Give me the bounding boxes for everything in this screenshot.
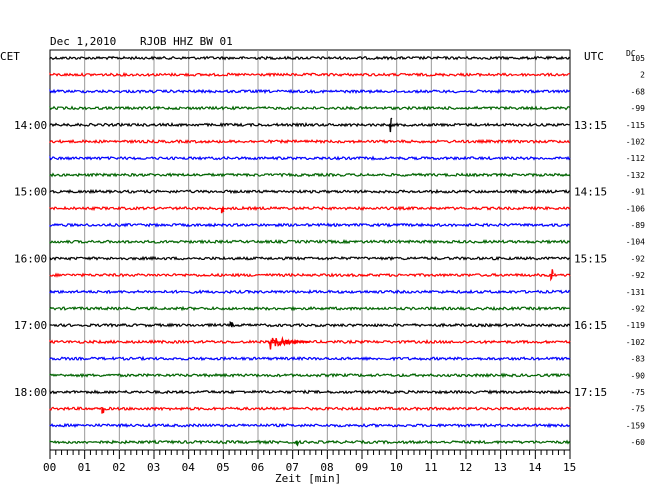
grid-lines — [49, 49, 571, 451]
x-tick-label: 06 — [251, 461, 264, 474]
x-tick-label: 13 — [494, 461, 507, 474]
dc-offset-label: -115 — [626, 121, 645, 130]
trace-row-0 — [49, 55, 571, 61]
dc-offset-label: -119 — [626, 321, 645, 330]
trace-row-4 — [49, 122, 571, 128]
dc-offset-label: -159 — [626, 421, 645, 430]
dc-offset-label: -90 — [631, 371, 646, 380]
trace-row-21 — [49, 405, 571, 412]
trace-row-18 — [49, 355, 571, 362]
left-hour-label: 15:00 — [14, 186, 47, 199]
seismic-traces — [49, 55, 571, 447]
dc-offset-label: -68 — [631, 87, 646, 96]
x-tick-label: 04 — [182, 461, 196, 474]
x-tick-label: 10 — [390, 461, 403, 474]
event-0 — [389, 117, 393, 133]
trace-row-11 — [49, 238, 571, 245]
trace-row-14 — [49, 288, 571, 295]
event-3 — [229, 320, 234, 328]
dc-offset-label: -106 — [626, 204, 645, 213]
x-tick-label: 08 — [320, 461, 333, 474]
dc-offset-label: -112 — [626, 154, 645, 163]
x-axis: 00 01 02 03 04 05 06 07 08 09 10 11 12 13 14 15 — [43, 450, 576, 474]
dc-offset-label: -60 — [631, 438, 646, 447]
left-hour-label: 18:00 — [14, 386, 47, 399]
event-1 — [220, 206, 225, 214]
dc-offset-label: -131 — [626, 288, 645, 297]
dc-offset-label: -75 — [631, 405, 646, 414]
dc-offset-label: -83 — [631, 355, 646, 364]
right-hour-label: 16:15 — [574, 319, 607, 332]
trace-row-17 — [49, 339, 571, 345]
x-tick-label: 12 — [459, 461, 472, 474]
trace-row-8 — [49, 188, 571, 195]
dc-offset-label: -75 — [631, 388, 646, 397]
left-hour-label: 14:00 — [14, 119, 47, 132]
right-hour-label: 14:15 — [574, 186, 607, 199]
x-tick-label: 11 — [424, 461, 437, 474]
trace-row-5 — [49, 138, 571, 145]
dc-offset-label: -92 — [631, 254, 646, 263]
trace-row-19 — [49, 372, 571, 379]
left-hour-labels: 14:00 15:00 16:00 17:00 18:00 — [14, 119, 47, 399]
dc-offset-label: 105 — [631, 54, 646, 63]
x-tick-label: 05 — [216, 461, 229, 474]
dc-offset-label: -92 — [631, 305, 646, 314]
dc-offset-label: -91 — [631, 188, 646, 197]
x-tick-label: 00 — [43, 461, 56, 474]
trace-row-1 — [49, 71, 571, 78]
x-tick-label: 07 — [286, 461, 299, 474]
dc-offset-label: -102 — [626, 338, 645, 347]
dc-offset-label: 2 — [640, 71, 645, 80]
dc-offset-label: -92 — [631, 271, 646, 280]
trace-row-13 — [49, 272, 571, 278]
right-hour-label: 17:15 — [574, 386, 607, 399]
x-axis-label: Zeit [min] — [275, 472, 341, 485]
x-tick-label: 03 — [147, 461, 160, 474]
x-tick-label: 02 — [112, 461, 125, 474]
x-tick-label: 01 — [78, 461, 91, 474]
right-hour-label: 13:15 — [574, 119, 607, 132]
event-4 — [267, 335, 310, 350]
trace-row-20 — [49, 389, 571, 395]
dc-offset-label: -89 — [631, 221, 646, 230]
x-tick-label: 14 — [528, 461, 542, 474]
trace-row-15 — [49, 305, 571, 312]
trace-row-10 — [49, 222, 570, 228]
right-hour-label: 15:15 — [574, 252, 607, 265]
trace-row-9 — [49, 205, 571, 212]
trace-row-2 — [49, 88, 571, 95]
x-tick-label: 15 — [563, 461, 576, 474]
dc-offset-label: -102 — [626, 138, 645, 147]
chart-date: Dec 1,2010 — [50, 35, 116, 48]
trace-row-12 — [49, 255, 571, 262]
left-timezone-label: CET — [0, 50, 20, 63]
right-hour-labels: 13:15 14:15 15:15 16:15 17:15 — [574, 119, 607, 399]
trace-row-3 — [49, 105, 571, 111]
right-timezone-label: UTC — [584, 50, 604, 63]
chart-station: RJOB HHZ BW 01 — [140, 35, 233, 48]
trace-row-23 — [49, 439, 571, 445]
event-6 — [295, 441, 299, 447]
plot-frame — [49, 49, 571, 451]
dc-offset-label: -104 — [626, 238, 645, 247]
trace-row-7 — [49, 172, 571, 178]
event-5 — [101, 407, 105, 414]
trace-row-6 — [49, 155, 571, 161]
trace-row-16 — [49, 322, 571, 328]
x-tick-label: 09 — [355, 461, 368, 474]
left-hour-label: 16:00 — [14, 252, 47, 265]
dc-offset-labels: 105 2 -68 -99 -115 -102 -112 -132 -91 -106 -89 -104… — [626, 54, 645, 447]
event-2 — [550, 269, 554, 282]
left-hour-label: 17:00 — [14, 319, 47, 332]
trace-row-22 — [49, 422, 571, 429]
dc-offset-label: -99 — [631, 104, 646, 113]
dc-offset-label: -132 — [626, 171, 645, 180]
dc-label: DC — [626, 49, 636, 58]
